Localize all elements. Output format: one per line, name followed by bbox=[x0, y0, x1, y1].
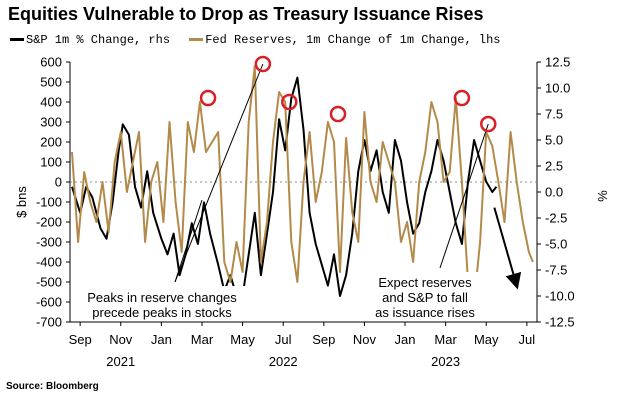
legend: S&P 1m % Change, rhs Fed Reserves, 1m Ch… bbox=[10, 33, 512, 47]
x-tick-label: Jul bbox=[275, 332, 292, 347]
x-tick-label: Jan bbox=[151, 332, 172, 347]
x-tick-label: Sep bbox=[69, 332, 92, 347]
annotation-text: precede peaks in stocks bbox=[92, 305, 232, 320]
series-line-fed bbox=[71, 65, 534, 303]
x-tick-label: Jul bbox=[519, 332, 536, 347]
peak-marker bbox=[254, 55, 272, 73]
legend-item-sp: S&P 1m % Change, rhs bbox=[10, 33, 177, 47]
peak-marker bbox=[480, 115, 497, 133]
x-tick-label: Mar bbox=[191, 332, 214, 347]
annotation-pointer-line bbox=[174, 199, 203, 283]
right-tick-label: 10.0 bbox=[545, 81, 570, 96]
peak-marker bbox=[453, 89, 471, 107]
right-tick-label: -7.5 bbox=[545, 263, 567, 278]
right-tick-label: -12.5 bbox=[545, 315, 575, 330]
x-year-label: 2021 bbox=[106, 354, 135, 369]
series-line-sp bbox=[71, 76, 498, 297]
legend-swatch-sp bbox=[10, 38, 24, 42]
annotation-text: as issuance rises bbox=[375, 305, 475, 320]
left-tick-label: 100 bbox=[40, 155, 62, 170]
annotation-pointer-line bbox=[174, 63, 264, 283]
annotation-text: Peaks in reserve changes bbox=[87, 290, 237, 305]
right-tick-label: 2.5 bbox=[545, 159, 563, 174]
annotation-box bbox=[74, 286, 250, 320]
right-tick-label: -2.5 bbox=[545, 211, 567, 226]
annotation-box bbox=[360, 272, 480, 320]
left-tick-label: 200 bbox=[40, 135, 62, 150]
left-tick-label: -300 bbox=[36, 235, 62, 250]
left-tick-label: 300 bbox=[40, 115, 62, 130]
x-tick-label: Nov bbox=[353, 332, 377, 347]
forecast-arrow bbox=[493, 207, 522, 290]
peak-marker bbox=[199, 89, 217, 107]
x-tick-label: Jan bbox=[395, 332, 416, 347]
left-tick-label: -600 bbox=[36, 295, 62, 310]
right-tick-label: 0.0 bbox=[545, 185, 563, 200]
right-tick-label: -5.0 bbox=[545, 237, 567, 252]
annotation-text: and S&P to fall bbox=[382, 290, 468, 305]
x-tick-label: May bbox=[230, 332, 255, 347]
left-tick-label: -500 bbox=[36, 275, 62, 290]
left-tick-label: 500 bbox=[40, 75, 62, 90]
left-tick-label: -200 bbox=[36, 215, 62, 230]
annotation-pointer-line bbox=[439, 123, 489, 269]
x-tick-label: Mar bbox=[434, 332, 457, 347]
x-year-label: 2022 bbox=[269, 354, 298, 369]
x-year-label: 2023 bbox=[431, 354, 460, 369]
right-tick-label: 12.5 bbox=[545, 55, 570, 70]
legend-swatch-fed bbox=[189, 38, 204, 42]
legend-label-fed: Fed Reserves, 1m Change of 1m Change, lh… bbox=[205, 33, 501, 47]
left-tick-label: -100 bbox=[36, 195, 62, 210]
left-tick-label: -400 bbox=[36, 255, 62, 270]
left-tick-label: -700 bbox=[36, 315, 62, 330]
legend-item-fed: Fed Reserves, 1m Change of 1m Change, lh… bbox=[189, 33, 500, 47]
chart-title: Equities Vulnerable to Drop as Treasury … bbox=[8, 4, 484, 24]
annotation-text: Expect reserves bbox=[378, 275, 472, 290]
x-tick-label: May bbox=[474, 332, 499, 347]
peak-marker bbox=[281, 93, 298, 111]
legend-label-sp: S&P 1m % Change, rhs bbox=[26, 33, 171, 47]
left-tick-label: 0 bbox=[55, 175, 62, 190]
right-tick-label: -10.0 bbox=[545, 289, 575, 304]
left-axis-label: $ bns bbox=[14, 186, 29, 218]
left-tick-label: 400 bbox=[40, 95, 62, 110]
x-tick-label: Nov bbox=[109, 332, 133, 347]
x-tick-label: Sep bbox=[312, 332, 335, 347]
right-tick-label: 5.0 bbox=[545, 133, 563, 148]
right-tick-label: 7.5 bbox=[545, 107, 563, 122]
source-note: Source: Bloomberg bbox=[6, 381, 99, 392]
peak-marker bbox=[329, 105, 347, 123]
left-tick-label: 600 bbox=[40, 55, 62, 70]
right-axis-label: % bbox=[595, 190, 610, 202]
